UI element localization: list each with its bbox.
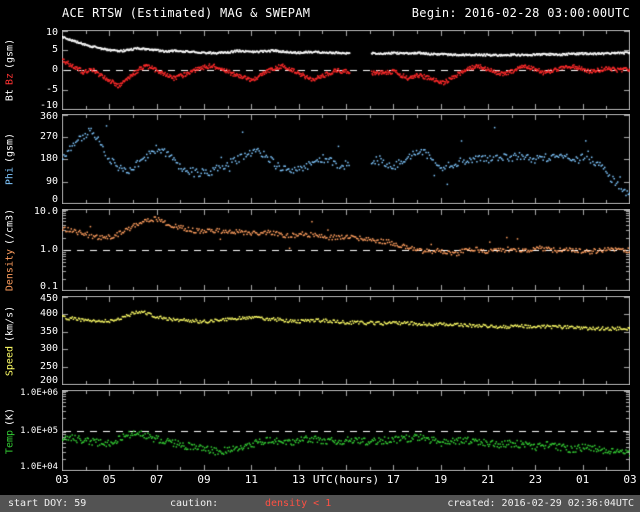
y-tick-label: 350: [39, 325, 58, 337]
x-tick-label: 21: [481, 473, 495, 486]
plot-title: ACE RTSW (Estimated) MAG & SWEPAM: [62, 6, 311, 20]
panel-canvas-density: [62, 209, 630, 291]
y-tick-label: 270: [39, 130, 58, 142]
y-tick-label: 0.1: [39, 281, 58, 292]
x-tick-label: 13: [292, 473, 306, 486]
axis-label-part: Bz: [4, 73, 16, 86]
y-tick-label: 180: [39, 153, 58, 164]
axis-label-part: (gsm): [4, 132, 16, 164]
x-tick-label: 11: [244, 473, 258, 486]
axis-label-part: Phi: [4, 167, 16, 186]
panel-canvas-temp: [62, 390, 630, 471]
caution-label: caution:: [170, 498, 219, 509]
x-tick-label: 09: [197, 473, 211, 486]
panel-canvas-phi: [62, 114, 630, 204]
y-tick-label: 250: [39, 361, 58, 373]
axis-label-speed: Speed (km/s): [5, 303, 16, 377]
x-tick-label: 17: [386, 473, 400, 486]
caution-value: density < 1: [265, 498, 332, 509]
y-tick-label: 360: [39, 111, 58, 122]
x-tick-label: 23: [528, 473, 542, 486]
axis-label-part: Temp: [4, 429, 16, 454]
y-tick-label: 1.0E+06: [20, 388, 58, 398]
x-tick-label: 03: [623, 473, 637, 486]
x-tick-label: 19: [434, 473, 448, 486]
axis-label-part: Density: [4, 248, 16, 292]
axis-label-phi: Phi (gsm): [5, 131, 16, 187]
start-doy-label: start DOY: 59: [8, 498, 87, 509]
y-tick-label: 1.0: [39, 244, 58, 255]
status-bar: start DOY: 59 caution: density < 1 creat…: [0, 495, 640, 512]
y-tick-label: 5: [51, 44, 58, 55]
y-tick-label: 450: [39, 293, 58, 304]
axis-label-part: (/cm3): [4, 208, 16, 245]
axis-label-mag: Bt Bz (gsm): [5, 37, 16, 103]
y-tick-label: 0: [51, 194, 58, 205]
axis-label-density: Density (/cm3): [5, 207, 16, 293]
x-tick-label: 05: [102, 473, 116, 486]
y-tick-label: -5: [45, 84, 58, 95]
y-tick-label: 10.0: [33, 206, 58, 217]
x-axis-title: UTC(hours): [312, 473, 380, 486]
axis-label-part: Speed: [4, 345, 16, 376]
y-tick-label: 200: [39, 375, 58, 386]
axis-label-part: (K): [4, 407, 16, 426]
x-tick-label: 07: [150, 473, 164, 486]
y-tick-label: 400: [39, 307, 58, 319]
axis-label-part: Bt: [4, 89, 16, 102]
axis-label-temp: Temp (K): [5, 405, 16, 455]
y-tick-label: 300: [39, 343, 58, 355]
begin-timestamp: Begin: 2016-02-28 03:00:00UTC: [411, 6, 630, 20]
panel-canvas-speed: [62, 296, 630, 385]
y-tick-label: 0: [51, 64, 58, 75]
x-tick-label: 03: [55, 473, 69, 486]
y-tick-label: 90: [45, 175, 58, 187]
axis-label-part: (gsm): [4, 38, 16, 70]
created-timestamp: created: 2016-02-29 02:36:04UTC: [447, 498, 634, 509]
y-tick-label: 1.0E+05: [20, 425, 58, 436]
axis-label-part: (km/s): [4, 305, 16, 342]
y-tick-label: -10: [39, 100, 58, 111]
x-tick-label: 01: [576, 473, 590, 486]
panel-canvas-mag: [62, 30, 630, 110]
y-tick-label: 10: [45, 27, 58, 38]
y-tick-label: 1.0E+04: [20, 462, 58, 472]
header: ACE RTSW (Estimated) MAG & SWEPAM Begin:…: [62, 6, 630, 20]
